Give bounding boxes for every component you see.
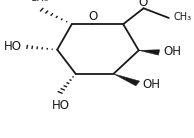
- Text: OH: OH: [163, 45, 181, 58]
- Text: CH₃: CH₃: [29, 0, 48, 3]
- Polygon shape: [113, 74, 140, 86]
- Text: O: O: [88, 10, 98, 23]
- Text: HO: HO: [52, 99, 70, 112]
- Text: HO: HO: [4, 40, 22, 53]
- Polygon shape: [139, 50, 160, 55]
- Text: O: O: [138, 0, 147, 9]
- Text: OH: OH: [143, 78, 161, 91]
- Text: CH₃: CH₃: [174, 12, 192, 22]
